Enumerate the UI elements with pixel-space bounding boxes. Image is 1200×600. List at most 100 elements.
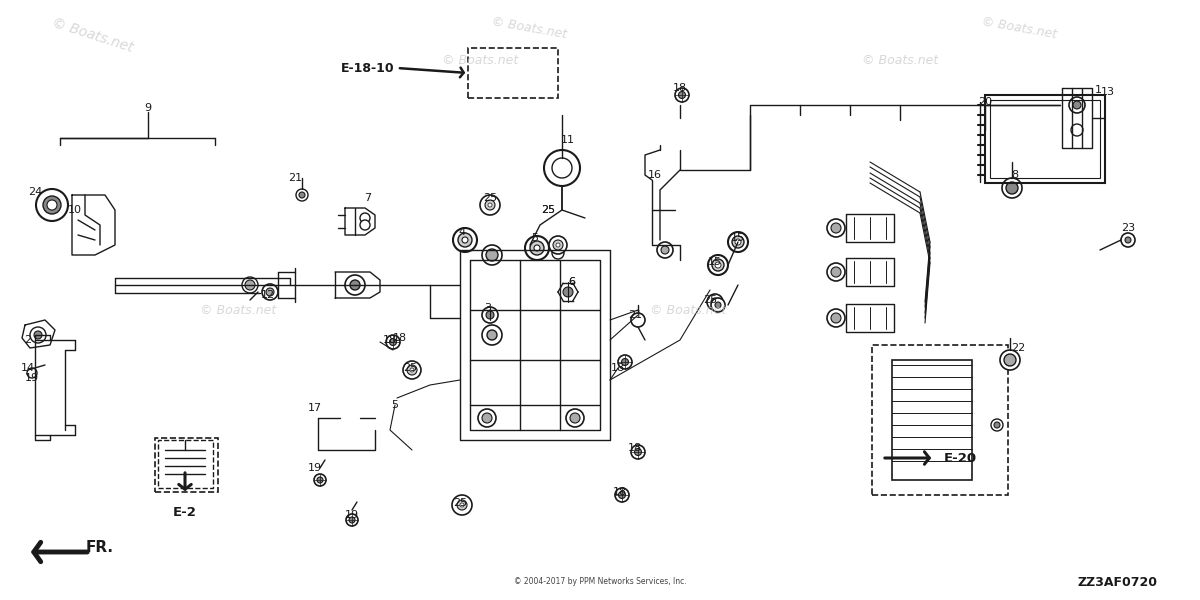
Circle shape	[544, 150, 580, 186]
Text: 3: 3	[485, 303, 492, 313]
Text: 18: 18	[673, 83, 688, 93]
Text: 4: 4	[458, 227, 466, 237]
Circle shape	[991, 419, 1003, 431]
Circle shape	[570, 413, 580, 423]
Circle shape	[314, 474, 326, 486]
Circle shape	[346, 275, 365, 295]
Circle shape	[674, 88, 689, 102]
Text: 6: 6	[569, 277, 576, 287]
Circle shape	[830, 267, 841, 277]
Text: 5: 5	[391, 400, 398, 410]
Circle shape	[553, 240, 563, 250]
Circle shape	[462, 237, 468, 243]
Circle shape	[486, 249, 498, 261]
Circle shape	[1006, 182, 1018, 194]
Circle shape	[482, 413, 492, 423]
Text: FR.: FR.	[86, 539, 114, 554]
Circle shape	[734, 239, 742, 245]
Text: E-18-10: E-18-10	[341, 61, 395, 74]
Circle shape	[618, 355, 632, 369]
Text: 19: 19	[344, 510, 359, 520]
Text: 7: 7	[365, 193, 372, 203]
Circle shape	[34, 331, 42, 339]
Circle shape	[266, 288, 274, 296]
Text: 1: 1	[1094, 85, 1102, 95]
Text: © Boats.net: © Boats.net	[650, 304, 726, 317]
Text: 6: 6	[569, 277, 576, 287]
Bar	[158, 440, 214, 488]
Circle shape	[390, 338, 396, 346]
Circle shape	[245, 280, 256, 290]
Text: 25: 25	[703, 295, 718, 305]
Text: 12: 12	[260, 290, 275, 300]
Text: E-20: E-20	[943, 451, 977, 464]
Circle shape	[715, 262, 721, 268]
Circle shape	[296, 189, 308, 201]
Circle shape	[1000, 350, 1020, 370]
Bar	[155, 438, 218, 492]
Text: 22: 22	[1010, 343, 1025, 353]
Circle shape	[488, 203, 492, 207]
Circle shape	[550, 236, 568, 254]
Circle shape	[1069, 97, 1085, 113]
Circle shape	[1073, 101, 1081, 109]
Circle shape	[1126, 237, 1132, 243]
Text: 8: 8	[1012, 170, 1019, 180]
Text: 23: 23	[1121, 223, 1135, 233]
Circle shape	[631, 445, 646, 459]
Text: 18: 18	[611, 363, 625, 373]
Circle shape	[457, 500, 467, 510]
Circle shape	[715, 302, 721, 308]
Circle shape	[480, 195, 500, 215]
Text: 15: 15	[731, 233, 745, 243]
Text: 5: 5	[532, 233, 539, 243]
Bar	[872, 345, 1008, 495]
Text: 18: 18	[628, 443, 642, 453]
Circle shape	[386, 335, 400, 349]
Circle shape	[830, 313, 841, 323]
Circle shape	[403, 361, 421, 379]
Text: ZZ3AF0720: ZZ3AF0720	[1078, 575, 1158, 589]
Circle shape	[526, 236, 550, 260]
Text: 15: 15	[708, 257, 722, 267]
Circle shape	[1002, 178, 1022, 198]
Bar	[985, 95, 1105, 183]
Circle shape	[618, 491, 625, 499]
Circle shape	[552, 247, 564, 259]
Circle shape	[534, 245, 540, 251]
Text: © 2004-2017 by PPM Networks Services, Inc.: © 2004-2017 by PPM Networks Services, In…	[514, 577, 686, 587]
Text: 20: 20	[978, 97, 992, 107]
Circle shape	[487, 330, 497, 340]
Circle shape	[346, 514, 358, 526]
Circle shape	[482, 245, 502, 265]
Bar	[892, 360, 972, 480]
Text: 9: 9	[144, 103, 151, 113]
Circle shape	[452, 495, 472, 515]
Text: 18: 18	[392, 333, 407, 343]
Text: © Boats.net: © Boats.net	[980, 15, 1057, 41]
Circle shape	[482, 307, 498, 323]
Text: 17: 17	[308, 403, 322, 413]
Circle shape	[830, 223, 841, 233]
Circle shape	[994, 422, 1000, 428]
Circle shape	[661, 246, 670, 254]
Text: 18: 18	[613, 487, 628, 497]
Text: © Boats.net: © Boats.net	[490, 15, 568, 41]
Text: 2: 2	[24, 335, 31, 345]
Bar	[990, 100, 1100, 178]
Circle shape	[28, 368, 37, 378]
Text: © Boats.net: © Boats.net	[200, 304, 276, 317]
Text: 25: 25	[541, 205, 556, 215]
Text: © Boats.net: © Boats.net	[442, 53, 518, 67]
Circle shape	[242, 277, 258, 293]
Text: 14: 14	[20, 363, 35, 373]
Circle shape	[710, 298, 725, 312]
Circle shape	[728, 232, 748, 252]
Circle shape	[658, 242, 673, 258]
Bar	[468, 48, 558, 98]
Circle shape	[458, 233, 472, 247]
Circle shape	[454, 228, 478, 252]
Circle shape	[299, 192, 305, 198]
Text: 11: 11	[562, 135, 575, 145]
Circle shape	[1004, 354, 1016, 366]
